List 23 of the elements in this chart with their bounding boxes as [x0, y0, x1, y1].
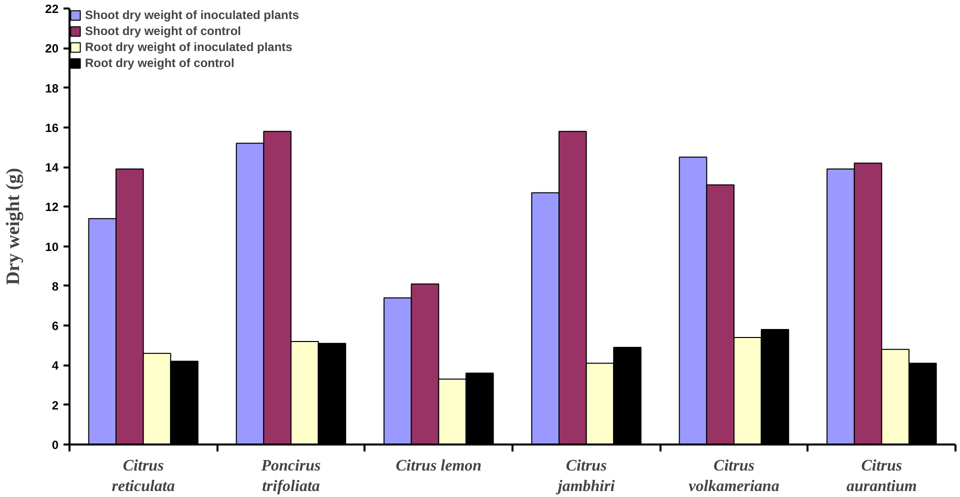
x-tick-label: Citrus reticulata — [112, 458, 175, 495]
y-tick-label: 12 — [45, 200, 59, 214]
x-tick-label: Citrus volkameriana — [688, 458, 780, 495]
y-tick-label: 20 — [45, 42, 59, 56]
legend-label: Root dry weight of inoculated plants — [85, 40, 292, 54]
legend-label: Shoot dry weight of inoculated plants — [85, 8, 300, 22]
x-tick-label: Citrus jambhiri — [554, 458, 616, 495]
y-tick-label: 4 — [52, 358, 59, 373]
y-tick-label: 14 — [45, 160, 59, 175]
x-tick-label: Poncirus trifoliata — [260, 458, 321, 495]
y-tick-label: 22 — [45, 2, 59, 16]
y-tick-label: 8 — [52, 279, 59, 294]
legend-label: Shoot dry weight of control — [85, 24, 241, 38]
y-tick-label: 2 — [52, 398, 59, 412]
x-tick-label: Citrus lemon — [396, 458, 482, 474]
x-tick-label: Citrus aurantium — [846, 458, 917, 495]
y-tick-label: 6 — [52, 319, 59, 334]
y-tick-label: 16 — [45, 120, 59, 135]
y-tick-label: 0 — [52, 438, 59, 452]
y-axis-title: Dry weight (g) — [3, 168, 24, 286]
legend-label: Root dry weight of control — [85, 56, 234, 70]
y-tick-label: 10 — [45, 240, 59, 254]
y-tick-label: 18 — [45, 81, 59, 96]
